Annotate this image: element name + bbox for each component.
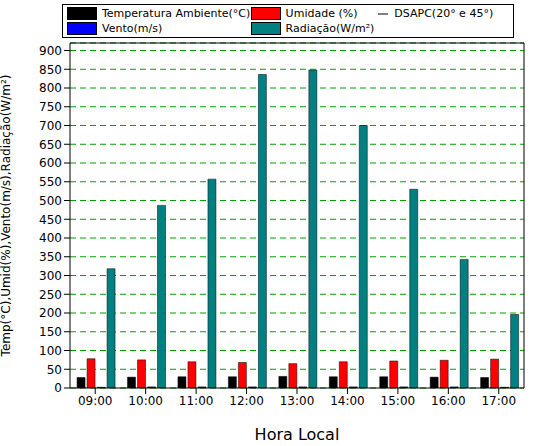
svg-text:650: 650 xyxy=(39,138,62,152)
svg-text:10:00: 10:00 xyxy=(128,394,163,408)
svg-text:12:00: 12:00 xyxy=(229,394,264,408)
svg-text:450: 450 xyxy=(39,213,62,227)
svg-text:14:00: 14:00 xyxy=(330,394,365,408)
svg-text:09:00: 09:00 xyxy=(78,394,113,408)
svg-text:600: 600 xyxy=(39,156,62,170)
svg-text:0: 0 xyxy=(54,381,62,395)
html-text:Radiação(W/m²): Radiação(W/m²) xyxy=(285,22,375,35)
svg-text:400: 400 xyxy=(39,231,62,245)
svg-text:250: 250 xyxy=(39,288,62,302)
svg-text:50: 50 xyxy=(47,363,62,377)
svg-text:16:00: 16:00 xyxy=(431,394,466,408)
html-text:Vento(m/s): Vento(m/s) xyxy=(102,22,163,35)
svg-text:150: 150 xyxy=(39,325,62,339)
svg-text:200: 200 xyxy=(39,306,62,320)
svg-text:350: 350 xyxy=(39,250,62,264)
svg-text:500: 500 xyxy=(39,194,62,208)
svg-text:15:00: 15:00 xyxy=(381,394,416,408)
html-text:DSAPC(20° e 45°): DSAPC(20° e 45°) xyxy=(394,7,494,20)
svg-text:800: 800 xyxy=(39,81,62,95)
svg-text:17:00: 17:00 xyxy=(481,394,516,408)
svg-text:850: 850 xyxy=(39,63,62,77)
svg-text:300: 300 xyxy=(39,269,62,283)
svg-text:750: 750 xyxy=(39,100,62,114)
svg-text:Hora Local: Hora Local xyxy=(255,425,340,444)
html-text:Umidade (%): Umidade (%) xyxy=(285,7,358,20)
svg-text:13:00: 13:00 xyxy=(280,394,315,408)
svg-text:100: 100 xyxy=(39,344,62,358)
html-text:Temperatura Ambiente(°C): Temperatura Ambiente(°C) xyxy=(102,7,251,20)
svg-text:900: 900 xyxy=(39,44,62,58)
svg-text:Temp(°C),Umid(%),Vento(m/s),Ra: Temp(°C),Umid(%),Vento(m/s),Radiação(W/m… xyxy=(8,75,13,358)
svg-text:11:00: 11:00 xyxy=(179,394,214,408)
svg-text:700: 700 xyxy=(39,119,62,133)
svg-text:550: 550 xyxy=(39,175,62,189)
